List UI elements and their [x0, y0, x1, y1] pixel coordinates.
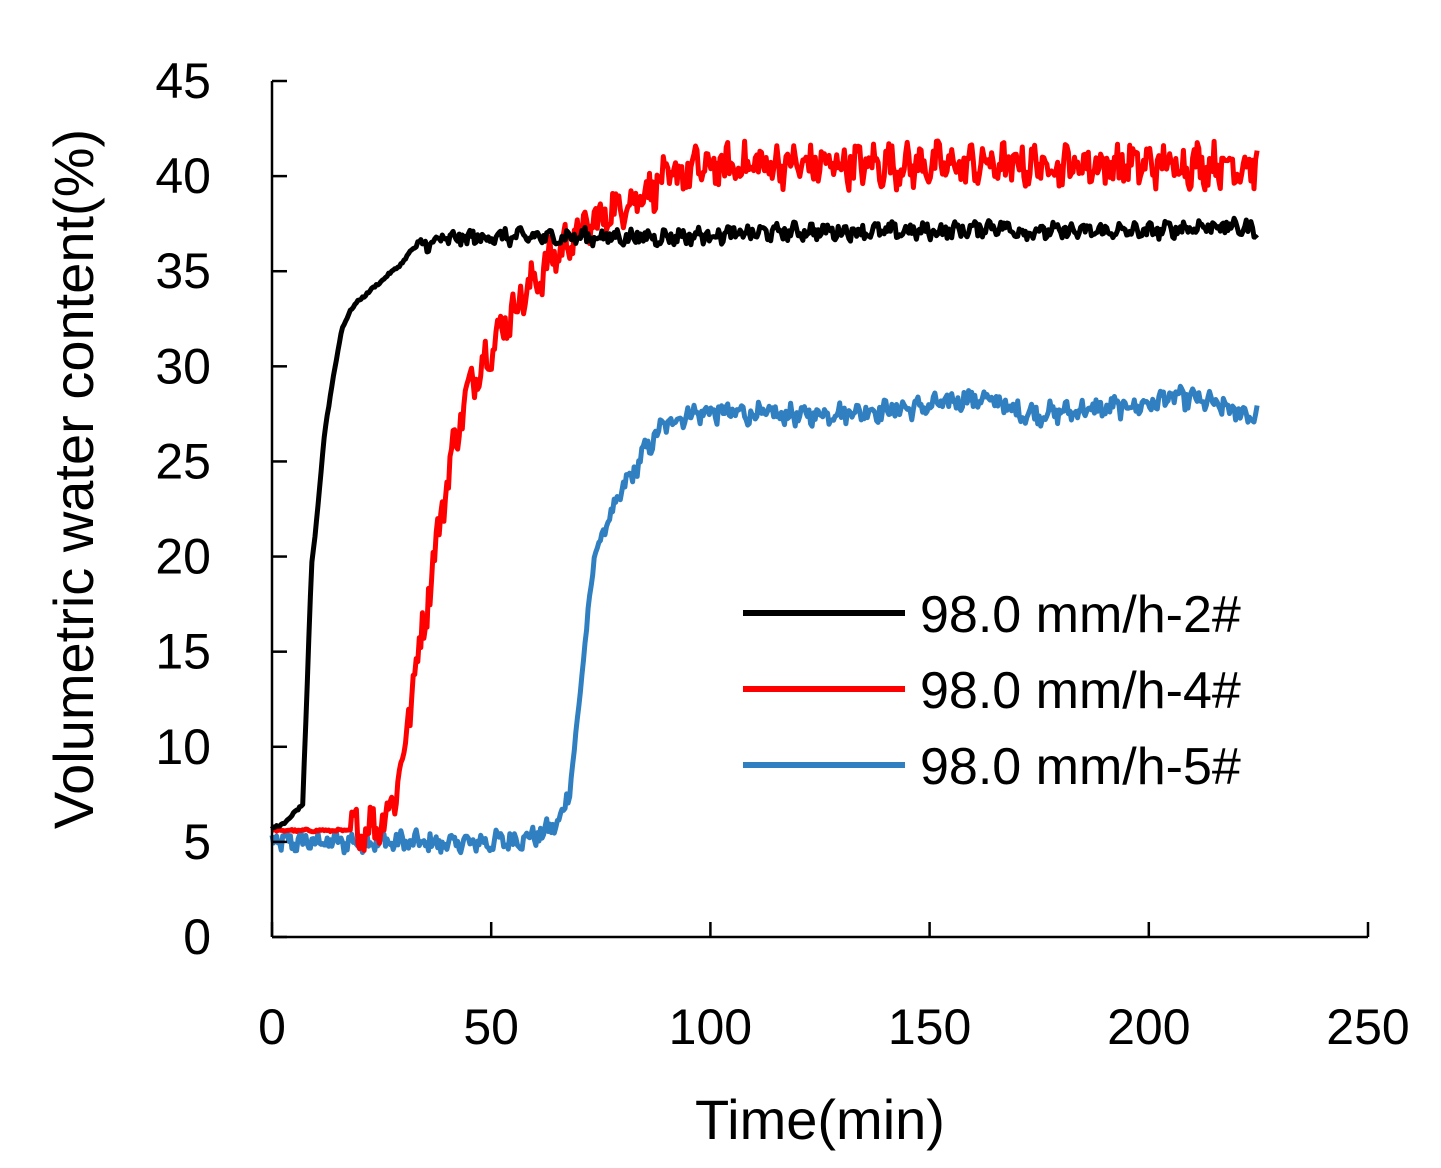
axes: 0 50 100 150 200 250 0 5 10 15 20 25 30 35 40 45	[155, 53, 1409, 1055]
y-tick-label: 25	[155, 433, 211, 489]
series-line-2	[270, 138, 1260, 853]
y-tick-label: 0	[183, 909, 211, 965]
y-tick-label: 10	[155, 719, 211, 775]
y-axis-title: Volumetric water content(%)	[42, 129, 105, 829]
y-tick-label: 30	[155, 338, 211, 394]
y-tick-label: 35	[155, 243, 211, 299]
y-ticks: 0 5 10 15 20 25 30 35 40 45	[155, 53, 287, 965]
x-tick-label: 250	[1326, 999, 1409, 1055]
series-line-3	[269, 383, 1260, 856]
x-tick-label: 0	[258, 999, 286, 1055]
y-tick-label: 40	[155, 148, 211, 204]
x-tick-label: 100	[669, 999, 752, 1055]
legend: 98.0 mm/h-2# 98.0 mm/h-4# 98.0 mm/h-5#	[743, 586, 1241, 796]
series-line-1	[269, 215, 1259, 831]
y-tick-label: 45	[155, 53, 211, 109]
legend-label: 98.0 mm/h-5#	[920, 738, 1241, 796]
x-ticks: 0 50 100 150 200 250	[258, 922, 1410, 1055]
legend-label: 98.0 mm/h-4#	[920, 662, 1241, 720]
plot-lines	[269, 138, 1260, 856]
y-tick-label: 5	[183, 814, 211, 870]
x-tick-label: 50	[463, 999, 519, 1055]
x-axis-title: Time(min)	[695, 1088, 945, 1151]
x-tick-label: 200	[1107, 999, 1190, 1055]
legend-label: 98.0 mm/h-2#	[920, 586, 1241, 644]
x-tick-label: 150	[888, 999, 971, 1055]
y-tick-label: 15	[155, 624, 211, 680]
y-tick-label: 20	[155, 529, 211, 585]
